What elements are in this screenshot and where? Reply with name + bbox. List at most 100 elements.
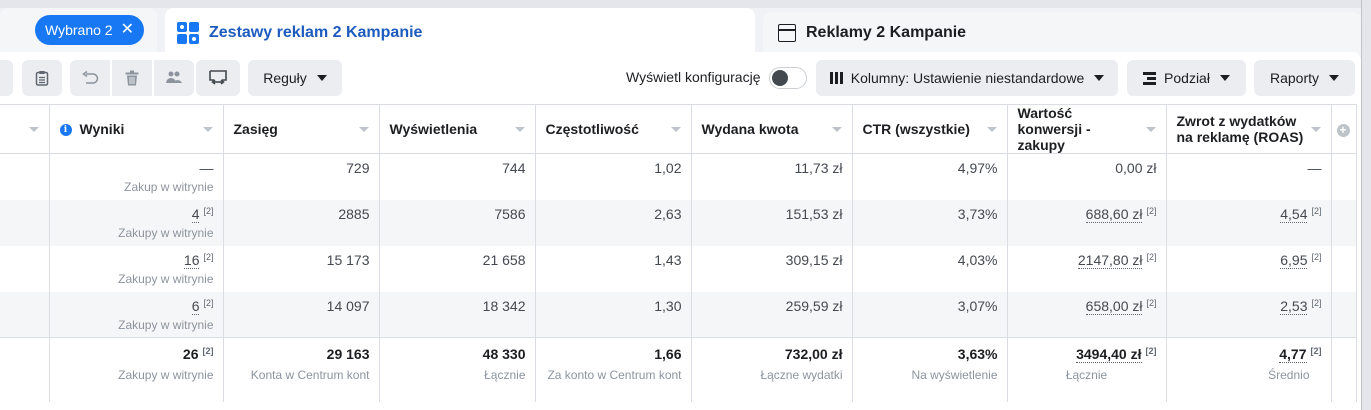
cell-ctr: 3,73% xyxy=(852,199,1008,246)
total-spend: 732,00 zł Łączne wydatki xyxy=(691,337,853,402)
clipboard-icon xyxy=(35,71,49,86)
selection-chip-label: Wybrano 2 xyxy=(45,22,113,38)
cell-spend: 11,73 zł xyxy=(691,153,853,200)
duplicate-button[interactable] xyxy=(22,60,62,96)
cell-ctr: 3,07% xyxy=(852,291,1008,338)
export-button[interactable] xyxy=(196,60,240,96)
export-icon xyxy=(209,70,227,85)
audience-button[interactable] xyxy=(154,60,194,96)
column-header-name[interactable] xyxy=(0,104,50,154)
cell-ctr: 4,03% xyxy=(852,245,1008,292)
cell-conversion-value: 658,00 zł [2] xyxy=(1007,291,1167,338)
sort-caret-icon[interactable] xyxy=(986,126,997,132)
sort-caret-icon[interactable] xyxy=(670,126,681,132)
rules-button[interactable]: Reguły xyxy=(248,60,342,96)
column-header-reach[interactable]: Zasięg xyxy=(223,104,380,154)
edit-button[interactable] xyxy=(0,60,13,96)
adsets-table: i Wyniki Zasięg Wyświetlenia Częstotliwoś… xyxy=(0,104,1357,402)
cell-impressions: 18 342 xyxy=(379,291,536,338)
cell-name[interactable] xyxy=(0,291,50,338)
cell-empty xyxy=(1331,199,1357,246)
info-icon[interactable]: i xyxy=(59,124,72,137)
cell-reach: 14 097 xyxy=(223,291,380,338)
sort-caret-icon[interactable] xyxy=(28,126,39,132)
grid-icon xyxy=(177,22,199,44)
total-impressions: 48 330 Łącznie xyxy=(379,337,536,402)
cell-impressions: 21 658 xyxy=(379,245,536,292)
chevron-down-icon xyxy=(1094,75,1105,81)
cell-conversion-value: 688,60 zł [2] xyxy=(1007,199,1167,246)
total-conversion-value: 3494,40 zł [2] Łącznie xyxy=(1007,337,1167,402)
sort-caret-icon[interactable] xyxy=(202,126,213,132)
column-header-impressions[interactable]: Wyświetlenia xyxy=(379,104,536,154)
tab-adsets[interactable]: Zestawy reklam 2 Kampanie xyxy=(165,8,755,58)
cell-results: — Zakup w witrynie xyxy=(49,153,224,200)
reports-button[interactable]: Raporty xyxy=(1254,60,1355,96)
table-header: i Wyniki Zasięg Wyświetlenia Częstotliwoś… xyxy=(0,104,1357,154)
cell-results: 4 [2] Zakupy w witrynie xyxy=(49,199,224,246)
undo-button[interactable] xyxy=(70,60,110,96)
add-column-button[interactable]: + xyxy=(1331,104,1357,154)
column-header-conversion-value[interactable]: Wartość konwersji - zakupy xyxy=(1007,104,1167,154)
column-header-roas[interactable]: Zwrot z wydatków na reklamę (ROAS) xyxy=(1166,104,1332,154)
cell-name[interactable] xyxy=(0,153,50,200)
total-ctr: 3,63% Na wyświetlenie xyxy=(852,337,1008,402)
cell-spend: 151,53 zł xyxy=(691,199,853,246)
total-results: 26 [2] Zakupy w witrynie xyxy=(49,337,224,402)
close-icon[interactable]: ✕ xyxy=(120,21,134,38)
cell-frequency: 1,43 xyxy=(535,245,692,292)
selection-chip[interactable]: Wybrano 2 ✕ xyxy=(35,15,144,45)
table-row[interactable]: — Zakup w witrynie 729 744 1,02 11,73 zł … xyxy=(0,153,1357,200)
view-setup-toggle[interactable] xyxy=(769,67,807,89)
plus-icon: + xyxy=(1336,124,1350,137)
cell-name[interactable] xyxy=(0,245,50,292)
delete-button[interactable] xyxy=(112,60,152,96)
cell-frequency: 2,63 xyxy=(535,199,692,246)
table-row[interactable]: 6 [2] Zakupy w witrynie 14 097 18 342 1,30… xyxy=(0,291,1357,338)
sort-caret-icon[interactable] xyxy=(831,126,842,132)
table-row[interactable]: 16 [2] Zakupy w witrynie 15 173 21 658 1,4… xyxy=(0,245,1357,292)
breakdown-button[interactable]: Podział xyxy=(1127,60,1246,96)
column-header-ctr[interactable]: CTR (wszystkie) xyxy=(852,104,1008,154)
cell-roas: — xyxy=(1166,153,1332,200)
tab-campaigns[interactable]: Wybrano 2 ✕ xyxy=(0,8,157,52)
cell-results: 16 [2] Zakupy w witrynie xyxy=(49,245,224,292)
toolbar: Reguły Wyświetl konfigurację Kolumny: Us… xyxy=(0,52,1361,104)
cell-name xyxy=(0,337,50,402)
main-panel: Reguły Wyświetl konfigurację Kolumny: Us… xyxy=(0,52,1361,410)
cell-results: 6 [2] Zakupy w witrynie xyxy=(49,291,224,338)
cell-empty xyxy=(1331,153,1357,200)
cell-empty xyxy=(1331,337,1357,402)
cell-empty xyxy=(1331,245,1357,292)
sort-caret-icon[interactable] xyxy=(514,126,525,132)
chevron-down-icon xyxy=(1219,75,1230,81)
cell-empty xyxy=(1331,291,1357,338)
cell-roas: 6,95 [2] xyxy=(1166,245,1332,292)
vertical-scrollbar[interactable] xyxy=(1361,0,1371,410)
sort-caret-icon[interactable] xyxy=(358,126,369,132)
column-header-frequency[interactable]: Częstotliwość xyxy=(535,104,692,154)
chevron-down-icon xyxy=(1329,75,1340,81)
total-frequency: 1,66 Za konto w Centrum kont xyxy=(535,337,692,402)
cell-impressions: 7586 xyxy=(379,199,536,246)
total-reach: 29 163 Konta w Centrum kont xyxy=(223,337,380,402)
column-header-spend[interactable]: Wydana kwota xyxy=(691,104,853,154)
tab-ads-label: Reklamy 2 Kampanie xyxy=(806,24,967,41)
cell-spend: 259,59 zł xyxy=(691,291,853,338)
tab-ads[interactable]: Reklamy 2 Kampanie xyxy=(763,12,1361,54)
reports-label: Raporty xyxy=(1269,70,1320,86)
sort-caret-icon[interactable] xyxy=(1310,126,1321,132)
top-strip xyxy=(0,0,1371,8)
rules-label: Reguły xyxy=(263,70,307,86)
cell-name[interactable] xyxy=(0,199,50,246)
column-header-results[interactable]: i Wyniki xyxy=(49,104,224,154)
cell-conversion-value: 2147,80 zł [2] xyxy=(1007,245,1167,292)
sort-caret-icon[interactable] xyxy=(1145,126,1156,132)
chevron-down-icon xyxy=(316,75,327,81)
total-roas: 4,77 [2] Średnio xyxy=(1166,337,1332,402)
table-row[interactable]: 4 [2] Zakupy w witrynie 2885 7586 2,63 151… xyxy=(0,199,1357,246)
columns-button[interactable]: Kolumny: Ustawienie niestandardowe xyxy=(816,60,1118,96)
breakdown-icon xyxy=(1143,71,1157,85)
cell-ctr: 4,97% xyxy=(852,153,1008,200)
